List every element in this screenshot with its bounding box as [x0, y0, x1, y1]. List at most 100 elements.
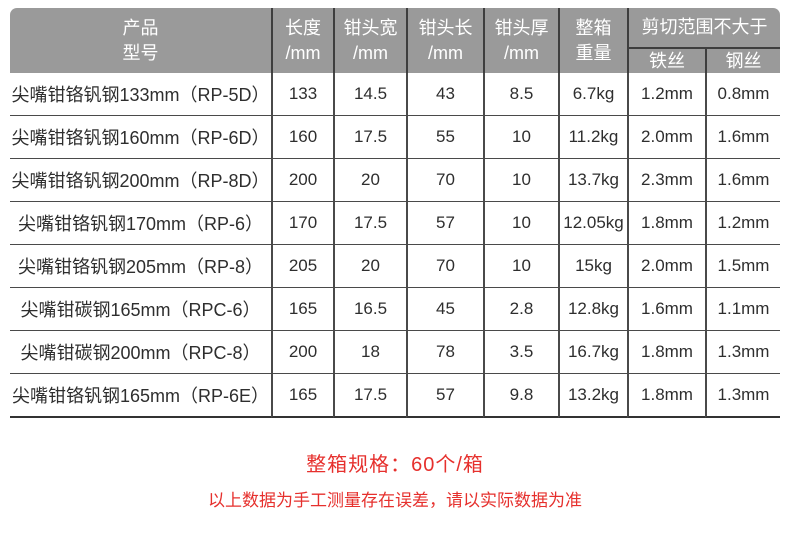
cell-iron-wire: 1.6mm — [627, 288, 705, 332]
cell-jaw-thickness: 10 — [483, 116, 558, 160]
carton-spec-text: 整箱规格：60个/箱 — [306, 454, 484, 476]
cell-steel-wire: 1.6mm — [705, 159, 780, 203]
cell-jaw-length: 57 — [406, 202, 483, 246]
header-length: 长度 /mm — [271, 8, 333, 74]
product-spec-table: 产品 型号 长度 /mm 钳头宽 /mm 钳头长 /mm 钳头厚 /mm — [10, 8, 780, 419]
cell-model: 尖嘴钳铬钒钢133mm（RP-5D） — [10, 73, 271, 117]
cell-jaw-thickness: 10 — [483, 202, 558, 246]
header-carton-line1: 整箱 — [575, 18, 612, 39]
cell-iron-wire: 1.8mm — [627, 374, 705, 419]
cell-jaw-width: 17.5 — [333, 202, 406, 246]
header-carton-line2: 重量 — [575, 42, 612, 63]
header-length-line1: 长度 — [285, 18, 321, 39]
cell-carton-weight: 11.2kg — [558, 116, 627, 160]
cell-iron-wire: 2.0mm — [627, 245, 705, 289]
header-jaw-width-line2: /mm — [353, 42, 388, 63]
cell-jaw-width: 17.5 — [333, 374, 406, 419]
cell-jaw-thickness: 3.5 — [483, 331, 558, 375]
header-jaw-length-line1: 钳头长 — [418, 18, 473, 39]
cell-steel-wire: 1.5mm — [705, 245, 780, 289]
cell-jaw-width: 16.5 — [333, 288, 406, 332]
cell-jaw-length: 43 — [406, 73, 483, 117]
footer-notes: 整箱规格：60个/箱 以上数据为手工测量存在误差，请以实际数据为准 — [0, 448, 790, 511]
cell-iron-wire: 1.8mm — [627, 331, 705, 375]
cell-steel-wire: 1.3mm — [705, 331, 780, 375]
cell-jaw-width: 14.5 — [333, 73, 406, 117]
header-jaw-length-line2: /mm — [428, 42, 463, 63]
cell-length: 133 — [271, 73, 333, 117]
header-iron-wire: 铁丝 — [627, 49, 705, 74]
header-product-line2: 型号 — [122, 42, 159, 63]
header-jaw-thickness-line1: 钳头厚 — [494, 18, 549, 39]
cell-iron-wire: 2.0mm — [627, 116, 705, 160]
cell-jaw-thickness: 9.8 — [483, 374, 558, 419]
cell-steel-wire: 1.6mm — [705, 116, 780, 160]
cell-steel-wire: 0.8mm — [705, 73, 780, 117]
cell-carton-weight: 13.7kg — [558, 159, 627, 203]
cell-carton-weight: 16.7kg — [558, 331, 627, 375]
cell-length: 205 — [271, 245, 333, 289]
cell-length: 170 — [271, 202, 333, 246]
cell-jaw-width: 18 — [333, 331, 406, 375]
header-length-line2: /mm — [285, 42, 321, 63]
cell-iron-wire: 1.2mm — [627, 73, 705, 117]
header-carton-weight: 整箱 重量 — [558, 8, 627, 74]
header-jaw-width: 钳头宽 /mm — [333, 8, 406, 74]
header-product-line1: 产品 — [122, 18, 159, 39]
table-row: 尖嘴钳碳钢165mm（RPC-6） 165 16.5 45 2.8 12.8kg… — [10, 288, 780, 332]
cell-jaw-length: 45 — [406, 288, 483, 332]
cell-model: 尖嘴钳铬钒钢170mm（RP-6） — [10, 202, 271, 246]
cell-jaw-width: 20 — [333, 245, 406, 289]
header-jaw-thickness-line2: /mm — [504, 42, 539, 63]
header-jaw-thickness: 钳头厚 /mm — [483, 8, 558, 74]
header-jaw-length: 钳头长 /mm — [406, 8, 483, 74]
cell-length: 160 — [271, 116, 333, 160]
cell-jaw-length: 70 — [406, 159, 483, 203]
table-row: 尖嘴钳铬钒钢133mm（RP-5D） 133 14.5 43 8.5 6.7kg… — [10, 73, 780, 117]
disclaimer-text: 以上数据为手工测量存在误差，请以实际数据为准 — [208, 491, 582, 510]
cell-carton-weight: 6.7kg — [558, 73, 627, 117]
cell-jaw-length: 78 — [406, 331, 483, 375]
cell-model: 尖嘴钳铬钒钢200mm（RP-8D） — [10, 159, 271, 203]
cell-steel-wire: 1.3mm — [705, 374, 780, 419]
cell-jaw-thickness: 2.8 — [483, 288, 558, 332]
header-jaw-width-line1: 钳头宽 — [343, 18, 398, 39]
cell-steel-wire: 1.2mm — [705, 202, 780, 246]
table-row: 尖嘴钳铬钒钢170mm（RP-6） 170 17.5 57 10 12.05kg… — [10, 202, 780, 246]
cell-carton-weight: 13.2kg — [558, 374, 627, 419]
table-row: 尖嘴钳铬钒钢205mm（RP-8） 205 20 70 10 15kg 2.0m… — [10, 245, 780, 289]
cell-model: 尖嘴钳碳钢165mm（RPC-6） — [10, 288, 271, 332]
cell-jaw-width: 17.5 — [333, 116, 406, 160]
table-row: 尖嘴钳碳钢200mm（RPC-8） 200 18 78 3.5 16.7kg 1… — [10, 331, 780, 375]
header-steel-wire: 钢丝 — [705, 49, 780, 74]
cell-carton-weight: 15kg — [558, 245, 627, 289]
header-cut-range: 剪切范围不大于 — [627, 8, 780, 49]
cell-jaw-length: 55 — [406, 116, 483, 160]
cell-model: 尖嘴钳铬钒钢165mm（RP-6E） — [10, 374, 271, 419]
cell-iron-wire: 1.8mm — [627, 202, 705, 246]
table-body: 尖嘴钳铬钒钢133mm（RP-5D） 133 14.5 43 8.5 6.7kg… — [10, 73, 780, 419]
cell-steel-wire: 1.1mm — [705, 288, 780, 332]
table-header: 产品 型号 长度 /mm 钳头宽 /mm 钳头长 /mm 钳头厚 /mm — [10, 8, 780, 74]
cell-length: 200 — [271, 159, 333, 203]
table-row: 尖嘴钳铬钒钢200mm（RP-8D） 200 20 70 10 13.7kg 2… — [10, 159, 780, 203]
cell-jaw-width: 20 — [333, 159, 406, 203]
header-product-model: 产品 型号 — [10, 8, 271, 74]
cell-length: 165 — [271, 288, 333, 332]
cell-jaw-thickness: 10 — [483, 245, 558, 289]
table-row: 尖嘴钳铬钒钢160mm（RP-6D） 160 17.5 55 10 11.2kg… — [10, 116, 780, 160]
cell-jaw-length: 57 — [406, 374, 483, 419]
cell-model: 尖嘴钳铬钒钢160mm（RP-6D） — [10, 116, 271, 160]
cell-iron-wire: 2.3mm — [627, 159, 705, 203]
cell-carton-weight: 12.8kg — [558, 288, 627, 332]
cell-length: 200 — [271, 331, 333, 375]
table-row: 尖嘴钳铬钒钢165mm（RP-6E） 165 17.5 57 9.8 13.2k… — [10, 374, 780, 419]
cell-jaw-thickness: 8.5 — [483, 73, 558, 117]
cell-jaw-length: 70 — [406, 245, 483, 289]
cell-carton-weight: 12.05kg — [558, 202, 627, 246]
cell-model: 尖嘴钳碳钢200mm（RPC-8） — [10, 331, 271, 375]
cell-jaw-thickness: 10 — [483, 159, 558, 203]
cell-length: 165 — [271, 374, 333, 419]
cell-model: 尖嘴钳铬钒钢205mm（RP-8） — [10, 245, 271, 289]
